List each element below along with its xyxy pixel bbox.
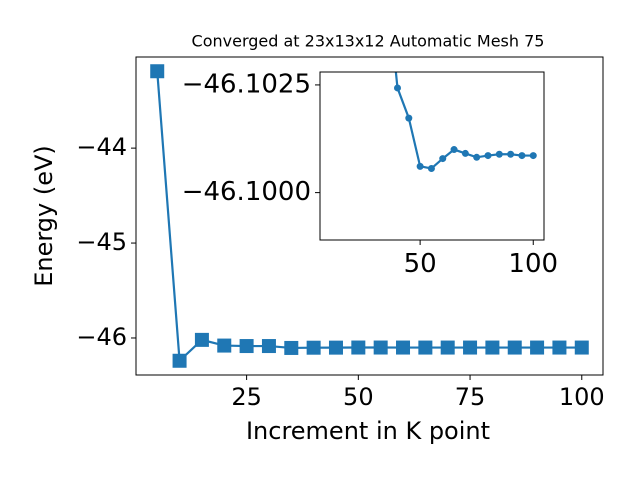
data-point: [351, 340, 366, 355]
plot-content: [393, 72, 537, 172]
data-point: [284, 340, 299, 355]
x-tick-label: 50: [404, 249, 437, 279]
plot-area: [320, 72, 544, 240]
data-point: [461, 149, 469, 157]
data-point: [439, 155, 447, 163]
data-point: [427, 164, 435, 172]
data-point: [450, 146, 458, 154]
data-point: [440, 340, 455, 355]
data-point: [507, 340, 522, 355]
y-tick-label: −45: [76, 228, 127, 256]
data-point: [261, 339, 276, 354]
data-point: [518, 152, 526, 160]
data-point: [507, 150, 515, 158]
data-point: [306, 340, 321, 355]
data-point: [416, 162, 424, 170]
y-tick-label: −46.1025: [182, 69, 311, 99]
data-point: [530, 340, 545, 355]
x-tick-label: 25: [231, 383, 262, 411]
data-point: [172, 353, 187, 368]
x-tick-label: 100: [508, 249, 558, 279]
data-point: [485, 340, 500, 355]
data-point: [373, 340, 388, 355]
data-point: [328, 340, 343, 355]
data-point: [150, 64, 165, 79]
x-axis-label: Increment in K point: [246, 417, 490, 445]
data-point: [405, 114, 413, 122]
x-tick-label: 100: [559, 383, 605, 411]
data-point: [393, 84, 401, 92]
data-point: [194, 332, 209, 347]
data-point: [217, 338, 232, 353]
y-tick-label: −46: [76, 323, 127, 351]
chart-title: Converged at 23x13x12 Automatic Mesh 75: [192, 32, 545, 51]
x-tick-label: 75: [455, 383, 486, 411]
data-point: [239, 339, 254, 354]
data-point: [418, 340, 433, 355]
x-tick-label: 50: [343, 383, 374, 411]
data-point: [529, 152, 537, 160]
data-point: [396, 340, 411, 355]
plot-frame: [319, 71, 545, 241]
data-point: [473, 153, 481, 161]
data-point: [574, 340, 589, 355]
y-tick-label: −46.1000: [182, 177, 311, 207]
plot-frame: [135, 56, 604, 376]
y-tick-label: −44: [76, 133, 127, 161]
data-point: [552, 340, 567, 355]
data-point: [495, 150, 503, 158]
y-axis-label: Energy (eV): [30, 145, 58, 287]
data-point: [463, 340, 478, 355]
plot-content: [150, 64, 589, 368]
data-point: [484, 152, 492, 160]
